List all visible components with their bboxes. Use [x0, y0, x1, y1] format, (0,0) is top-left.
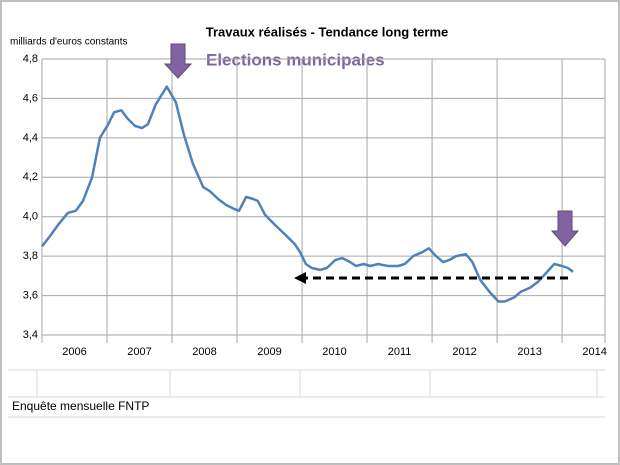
y-tick-label: 4,0 [23, 211, 38, 223]
plot: 3,4 3,6 3,8 4,0 4,2 4,4 4,6 4,8 2006 2007 2008 2009… [23, 53, 607, 358]
x-tick-label: 2013 [517, 346, 541, 358]
x-tick-label: 2010 [322, 346, 346, 358]
data-line [41, 85, 574, 303]
y-tick-label: 3,6 [23, 289, 38, 301]
arrow-down [550, 210, 580, 247]
x-tick-label: 2008 [192, 346, 216, 358]
y-tick-label: 4,2 [23, 171, 38, 183]
x-tick-label: 2014 [582, 346, 606, 358]
annotation: Elections municipales [206, 50, 385, 69]
x-tick-label: 2006 [62, 346, 86, 358]
arrow-head [294, 272, 306, 284]
y-tick-label: 4,6 [23, 92, 38, 104]
x-tick-label: 2011 [388, 346, 412, 358]
y-tick-label: 3,8 [23, 250, 38, 262]
x-tick-label: 2007 [127, 346, 151, 358]
y-tick-label: 3,4 [23, 329, 38, 341]
chart-title: Travaux réalisés - Tendance long terme [206, 24, 449, 39]
x-tick-label: 2009 [257, 346, 281, 358]
source-note: Enquête mensuelle FNTP [12, 399, 149, 413]
y-axis-label: milliards d'euros constants [10, 37, 128, 48]
arrows [163, 43, 580, 284]
y-tick-label: 4,4 [23, 132, 38, 144]
arrow-down [163, 43, 193, 79]
y-tick-label: 4,8 [23, 53, 38, 65]
x-tick-label: 2012 [452, 346, 476, 358]
table-lines [8, 369, 605, 418]
